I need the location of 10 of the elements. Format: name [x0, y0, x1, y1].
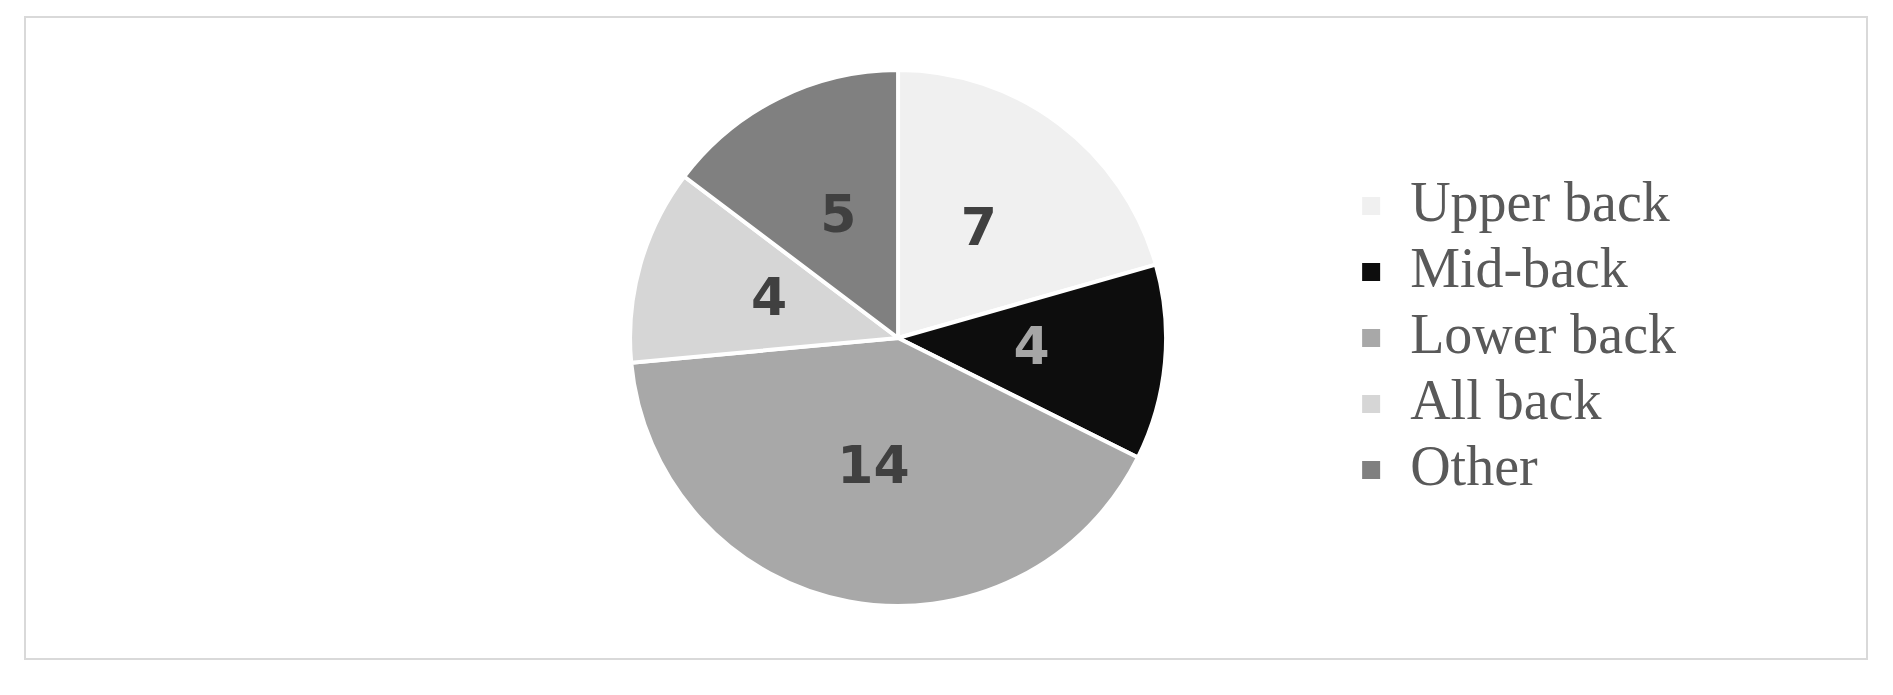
legend-label: All back [1410, 368, 1602, 431]
data-label: 14 [837, 435, 910, 496]
data-label: 4 [751, 266, 788, 327]
legend-label: Mid-back [1410, 236, 1628, 299]
data-label: 7 [960, 196, 997, 257]
data-label: 5 [820, 183, 857, 244]
legend-label: Lower back [1410, 302, 1677, 365]
data-label: 4 [1013, 315, 1050, 376]
legend-label: Upper back [1410, 170, 1670, 233]
legend-label: Other [1410, 434, 1538, 497]
